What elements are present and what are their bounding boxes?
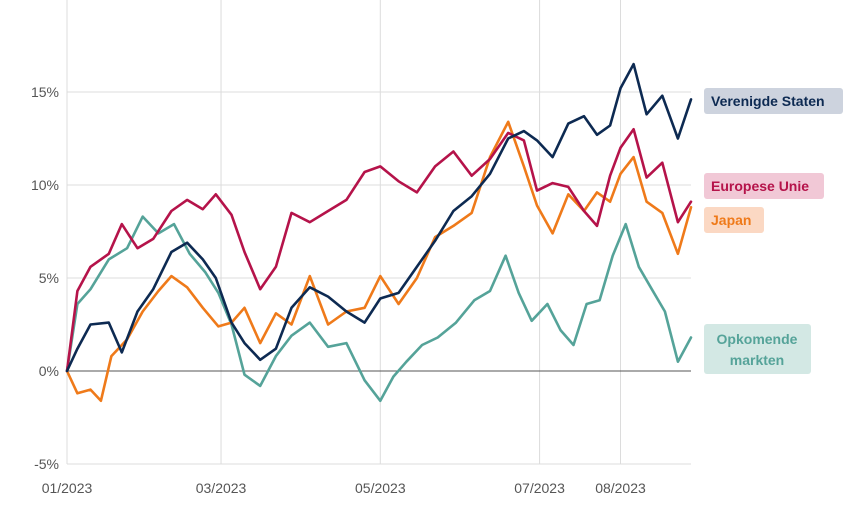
legend-verenigde-staten: Verenigde Staten <box>704 88 843 114</box>
vertical-gridlines <box>66 0 622 464</box>
legend-opkomende-markten: Opkomende markten <box>704 324 811 374</box>
legend-bg-opkomende-markten <box>704 324 811 374</box>
legend-japan: Japan <box>704 207 764 233</box>
series-line-japan <box>65 120 693 403</box>
legend-bg-japan <box>704 207 764 233</box>
y-tick-label: 0% <box>39 363 59 379</box>
y-tick-label: 10% <box>31 177 59 193</box>
legend-label-markten: markten <box>730 352 784 368</box>
legend-europese-unie: Europese Unie <box>704 173 824 199</box>
y-axis-tick-labels: -5% 0% 5% 10% 15% <box>31 84 59 472</box>
legend-bg-verenigde-staten <box>704 88 843 114</box>
legend-bg-europese-unie <box>704 173 824 199</box>
y-tick-label: 5% <box>39 270 59 286</box>
series-line-opkomende-markten <box>65 215 693 403</box>
legend-label-opkomende: Opkomende <box>717 331 798 347</box>
legend-label-verenigde-staten: Verenigde Staten <box>711 93 825 109</box>
series-line-verenigde-staten <box>65 62 693 373</box>
legend-label-europese-unie: Europese Unie <box>711 178 809 194</box>
y-tick-label: 15% <box>31 84 59 100</box>
series-line-europese-unie <box>65 127 693 373</box>
x-tick-label: 08/2023 <box>595 480 646 496</box>
legend-label-japan: Japan <box>711 212 751 228</box>
x-axis-tick-labels: 01/2023 03/2023 05/2023 07/2023 08/2023 <box>42 480 646 496</box>
x-tick-label: 03/2023 <box>196 480 247 496</box>
y-tick-label: -5% <box>34 456 59 472</box>
x-tick-label: 05/2023 <box>355 480 406 496</box>
series-lines <box>65 62 693 403</box>
x-tick-label: 01/2023 <box>42 480 93 496</box>
x-tick-label: 07/2023 <box>514 480 565 496</box>
